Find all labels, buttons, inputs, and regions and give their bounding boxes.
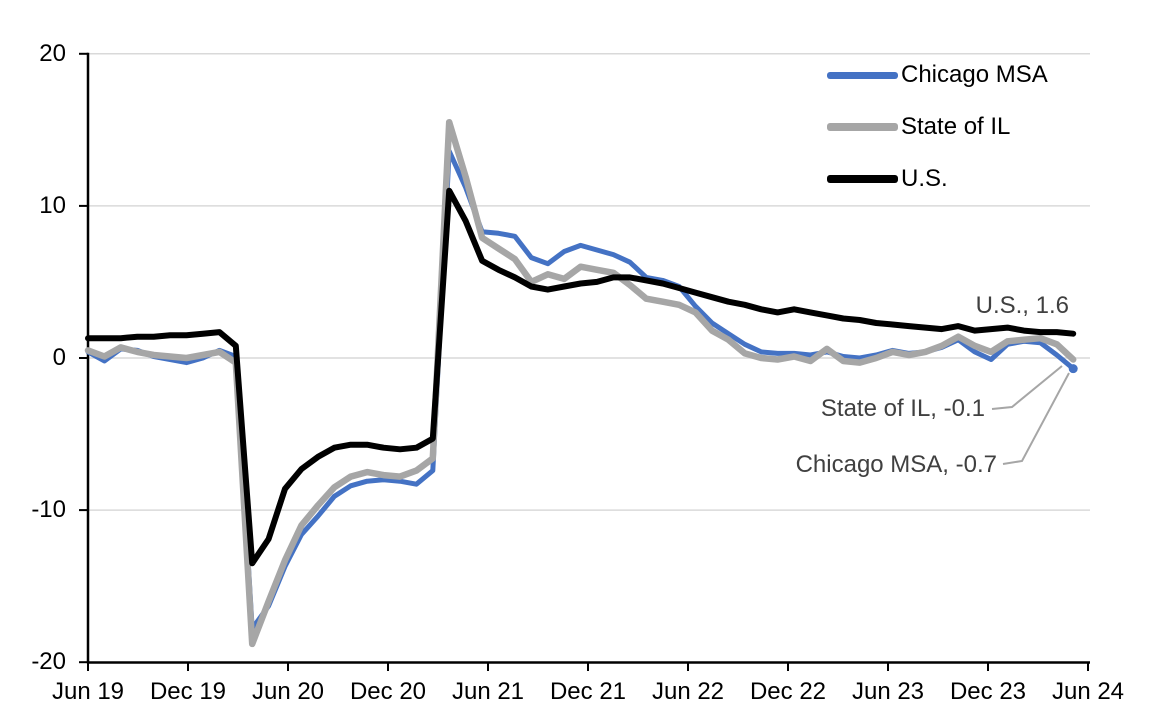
x-tick-label: Dec 22 bbox=[749, 678, 827, 705]
legend-line-sample-us bbox=[827, 175, 898, 183]
legend: Chicago MSA State of IL U.S. bbox=[827, 49, 1048, 205]
series-line-u-s bbox=[85, 187, 1077, 567]
x-tick-label: Jun 19 bbox=[51, 678, 125, 705]
x-tick-label: Jun 20 bbox=[251, 678, 325, 705]
y-tick-label: 10 bbox=[39, 191, 66, 219]
annotation-chicago-msa: Chicago MSA, -0.7 bbox=[795, 451, 997, 478]
legend-item-us: U.S. bbox=[827, 153, 1048, 205]
x-tick-label: Dec 23 bbox=[949, 678, 1027, 705]
annotation-state-of-il: State of IL, -0.1 bbox=[820, 395, 985, 422]
y-tick-label: 0 bbox=[52, 344, 66, 371]
x-tick-label: Dec 20 bbox=[349, 678, 427, 705]
annotation-us: U.S., 1.6 bbox=[975, 292, 1069, 319]
legend-item-state-of-il: State of IL bbox=[827, 101, 1048, 153]
leader-line-chicago-msa bbox=[1002, 372, 1070, 465]
series-line-state-of-il bbox=[84, 118, 1077, 648]
x-tick-label: Jun 21 bbox=[451, 678, 525, 705]
leader-line-state-of-il bbox=[991, 365, 1063, 410]
y-tick-label: 20 bbox=[39, 39, 66, 67]
x-tick-label: Dec 21 bbox=[549, 678, 627, 705]
y-tick-label: -10 bbox=[31, 496, 66, 524]
x-tick-label: Jun 24 bbox=[1051, 678, 1125, 705]
legend-item-chicago-msa: Chicago MSA bbox=[827, 49, 1048, 101]
y-tick-label: -20 bbox=[31, 648, 66, 676]
x-tick-label: Dec 19 bbox=[149, 678, 227, 705]
x-tick-label: Jun 23 bbox=[851, 678, 925, 705]
legend-line-sample-chicago-msa bbox=[827, 71, 898, 79]
legend-label-state-of-il: State of IL bbox=[901, 113, 1011, 140]
x-tick-label: Jun 22 bbox=[651, 678, 725, 705]
legend-label-chicago-msa: Chicago MSA bbox=[901, 61, 1048, 88]
end-marker-chicago-msa bbox=[1068, 364, 1078, 374]
legend-line-sample-state-of-il bbox=[827, 123, 898, 131]
legend-label-us: U.S. bbox=[901, 165, 948, 192]
